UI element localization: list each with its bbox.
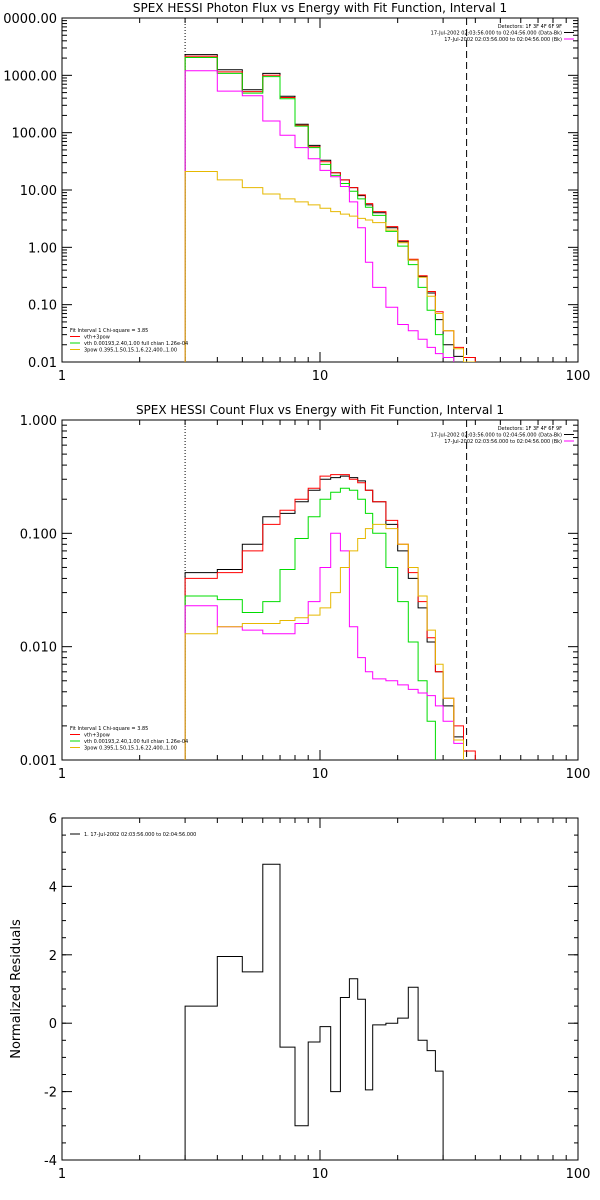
y-axis-label: Normalized Residuals [9, 919, 24, 1059]
header-line: 17-Jul-2002 02:03:56.000 to 02:04:56.000… [431, 433, 562, 439]
y-tick-label: 1.000 [20, 414, 57, 429]
x-tick-label: 1 [58, 369, 66, 384]
y-tick-label: 2 [49, 949, 57, 964]
series-1-steps [184, 474, 476, 760]
series-3-steps [184, 70, 455, 362]
x-tick-label: 10 [312, 369, 329, 384]
y-tick-label: -4 [44, 1154, 57, 1169]
legend-line: vth+3pow [84, 733, 110, 739]
y-tick-label: 0.001 [20, 754, 57, 769]
series-2-steps [184, 57, 455, 362]
header-line: 17-Jul-2002 02:03:56.000 to 02:04:56.000… [444, 37, 562, 43]
y-tick-label: 0.100 [20, 527, 57, 542]
series-1-steps [184, 55, 476, 362]
chart-title: SPEX HESSI Count Flux vs Energy with Fit… [136, 403, 504, 417]
series-4-steps [184, 523, 464, 760]
y-tick-label: 0.10 [28, 299, 57, 314]
x-tick-label: 100 [566, 369, 591, 384]
x-tick-label: 100 [566, 1167, 591, 1182]
series-4-steps [184, 171, 476, 362]
y-tick-label: 0000.00 [3, 12, 57, 27]
panel-count: SPEX HESSI Count Flux vs Energy with Fit… [20, 403, 591, 782]
x-tick-label: 1 [58, 767, 66, 782]
header-line: 17-Jul-2002 02:03:56.000 to 02:04:56.000… [431, 31, 562, 37]
y-tick-label: 0.01 [28, 356, 57, 371]
series-3-steps [184, 532, 464, 760]
y-tick-label: 100.00 [12, 127, 58, 142]
legend-line: 3pow 0.395,1.50,15.1,6.22,400.,1.00 [84, 746, 177, 752]
header-line: 17-Jul-2002 02:03:56.000 to 02:04:56.000… [444, 439, 562, 445]
y-tick-label: 4 [49, 880, 57, 895]
y-tick-label: 1.00 [28, 241, 57, 256]
y-tick-label: 0 [49, 1017, 57, 1032]
panel-residuals: 1 10 100 -4 -2 0 2 4 6 Normalized Residuals 1. 17-… [9, 812, 590, 1182]
legend-line: Fit Interval 1 Chi-square = 3.85 [70, 726, 148, 732]
legend-line: vth 0.00193,2.40,1.00 full chian 1.26e-0… [84, 739, 188, 745]
plot-frame [61, 17, 579, 363]
header-line: Detectors: 1F 3F 4F 6F 9F [498, 426, 562, 432]
series-0-steps [184, 863, 444, 1160]
legend-line: 3pow 0.395,1.50,15.1,6.22,400.,1.00 [84, 348, 177, 354]
y-tick-label: 10.00 [20, 184, 57, 199]
series-0-steps [184, 475, 464, 760]
x-tick-label: 1 [58, 1167, 66, 1182]
plot-frame [61, 817, 579, 1161]
y-tick-label: -2 [44, 1086, 57, 1101]
legend-line: Fit Interval 1 Chi-square = 3.85 [70, 328, 148, 334]
header-line: Detectors: 1F 3F 4F 6F 9F [498, 24, 562, 30]
series-2-steps [184, 487, 436, 760]
y-tick-label: 0.010 [20, 641, 57, 656]
y-tick-label: 6 [49, 812, 57, 827]
series-0-steps [184, 54, 464, 362]
panel-photon: SPEX HESSI Photon Flux vs Energy with Fi… [3, 1, 591, 384]
chart-title: SPEX HESSI Photon Flux vs Energy with Fi… [133, 1, 507, 15]
x-tick-label: 10 [312, 1167, 329, 1182]
legend-line: vth 0.00193,2.40,1.00 full chian 1.26e-0… [84, 341, 188, 347]
x-tick-label: 100 [566, 767, 591, 782]
legend-line: 1. 17-Jul-2002 02:03:56.000 to 02:04:56.… [84, 832, 196, 838]
y-tick-label: 1000.00 [3, 69, 57, 84]
legend-line: vth+3pow [84, 335, 110, 341]
x-tick-label: 10 [312, 767, 329, 782]
